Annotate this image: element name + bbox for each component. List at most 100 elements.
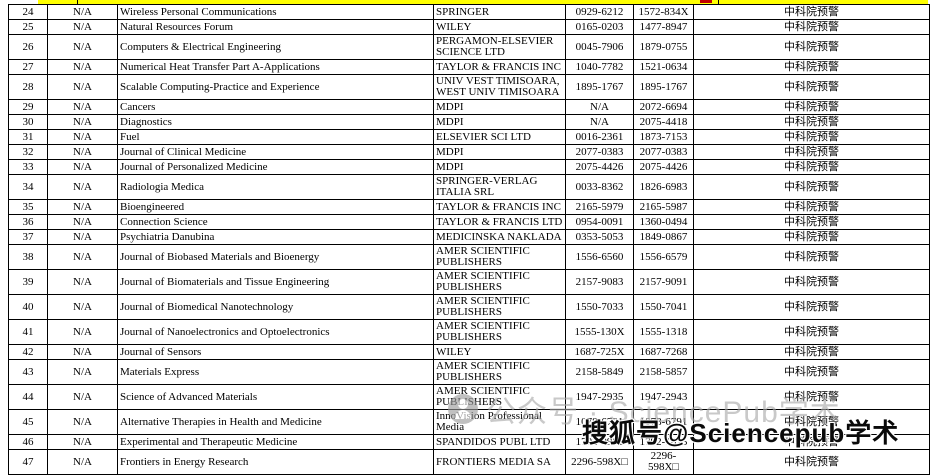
- issn-print: 1078-6791: [565, 409, 634, 435]
- issn-online: 1550-7041: [633, 294, 694, 320]
- issn-print: 0045-7906: [565, 34, 634, 60]
- publisher: MDPI: [433, 99, 566, 115]
- issn-online: 1572-834X: [633, 4, 694, 20]
- publisher: ELSEVIER SCI LTD: [433, 129, 566, 145]
- value-cell: N/A: [47, 19, 118, 35]
- warning-label: 中科院预警: [693, 74, 930, 100]
- journal-title: Fuel: [117, 129, 434, 145]
- issn-print: 0929-6212: [565, 4, 634, 20]
- issn-print: N/A: [565, 99, 634, 115]
- issn-print: N/A: [565, 114, 634, 130]
- journal-title: Cancers: [117, 99, 434, 115]
- issn-print: 1040-7782: [565, 59, 634, 75]
- warning-label: 中科院预警: [693, 319, 930, 345]
- publisher: AMER SCIENTIFIC PUBLISHERS: [433, 244, 566, 270]
- journal-table-body: 24 N/A Wireless Personal Communications SPR…: [8, 4, 930, 475]
- journal-title: Natural Resources Forum: [117, 19, 434, 35]
- publisher: TAYLOR & FRANCIS INC: [433, 59, 566, 75]
- publisher: InnoVision Professional Media: [433, 409, 566, 435]
- value-cell: N/A: [47, 319, 118, 345]
- issn-online: 2157-9091: [633, 269, 694, 295]
- issn-online: 2072-6694: [633, 99, 694, 115]
- journal-title: Journal of Personalized Medicine: [117, 159, 434, 175]
- issn-online: 1792-1015: [633, 434, 694, 450]
- value-cell: N/A: [47, 244, 118, 270]
- issn-online: 2075-4426: [633, 159, 694, 175]
- issn-online: 1895-1767: [633, 74, 694, 100]
- row-number: 37: [8, 229, 48, 245]
- value-cell: N/A: [47, 199, 118, 215]
- issn-print: 0033-8362: [565, 174, 634, 200]
- publisher: MEDICINSKA NAKLADA: [433, 229, 566, 245]
- issn-print: 2296-598X□: [565, 449, 634, 475]
- warning-label: 中科院预警: [693, 214, 930, 230]
- row-number: 42: [8, 344, 48, 360]
- publisher: SPRINGER: [433, 4, 566, 20]
- column-divider-tick: [718, 0, 719, 4]
- table-row: 28 N/A Scalable Computing-Practice and Exp…: [8, 74, 930, 100]
- journal-title: Science of Advanced Materials: [117, 384, 434, 410]
- issn-print: 1792-0981: [565, 434, 634, 450]
- value-cell: N/A: [47, 294, 118, 320]
- issn-online: 1849-0867: [633, 229, 694, 245]
- issn-online: 1687-7268: [633, 344, 694, 360]
- value-cell: N/A: [47, 114, 118, 130]
- issn-print: 1555-130X: [565, 319, 634, 345]
- table-row: 27 N/A Numerical Heat Transfer Part A-Appl…: [8, 59, 930, 75]
- row-number: 33: [8, 159, 48, 175]
- row-number: 43: [8, 359, 48, 385]
- publisher: SPRINGER-VERLAG ITALIA SRL: [433, 174, 566, 200]
- issn-online: 2296-598X□: [633, 449, 694, 475]
- issn-print: 2165-5979: [565, 199, 634, 215]
- row-number: 46: [8, 434, 48, 450]
- warning-label: 中科院预警: [693, 19, 930, 35]
- journal-title: Computers & Electrical Engineering: [117, 34, 434, 60]
- journal-title: Radiologia Medica: [117, 174, 434, 200]
- row-number: 47: [8, 449, 48, 475]
- table-row: 31 N/A Fuel ELSEVIER SCI LTD 0016-2361 1873-7…: [8, 129, 930, 145]
- journal-title: Materials Express: [117, 359, 434, 385]
- table-row: 42 N/A Journal of Sensors WILEY 1687-725X 168…: [8, 344, 930, 360]
- warning-label: 中科院预警: [693, 229, 930, 245]
- publisher: MDPI: [433, 159, 566, 175]
- table-row: 35 N/A Bioengineered TAYLOR & FRANCIS INC 21…: [8, 199, 930, 215]
- issn-print: 1687-725X: [565, 344, 634, 360]
- table-row: 46 N/A Experimental and Therapeutic Medici…: [8, 434, 930, 450]
- journal-title: Connection Science: [117, 214, 434, 230]
- row-number: 25: [8, 19, 48, 35]
- table-row: 25 N/A Natural Resources Forum WILEY 0165-02…: [8, 19, 930, 35]
- row-number: 26: [8, 34, 48, 60]
- row-number: 24: [8, 4, 48, 20]
- row-number: 30: [8, 114, 48, 130]
- warning-label: 中科院预警: [693, 144, 930, 160]
- warning-label: 中科院预警: [693, 244, 930, 270]
- publisher: AMER SCIENTIFIC PUBLISHERS: [433, 294, 566, 320]
- publisher: TAYLOR & FRANCIS INC: [433, 199, 566, 215]
- journal-title: Experimental and Therapeutic Medicine: [117, 434, 434, 450]
- issn-online: 1521-0634: [633, 59, 694, 75]
- warning-label: 中科院预警: [693, 99, 930, 115]
- warning-label: 中科院预警: [693, 384, 930, 410]
- issn-online: 1477-8947: [633, 19, 694, 35]
- table-row: 40 N/A Journal of Biomedical Nanotechnolog…: [8, 294, 930, 320]
- publisher: MDPI: [433, 144, 566, 160]
- table-row: 43 N/A Materials Express AMER SCIENTIFIC PU…: [8, 359, 930, 385]
- journal-title: Journal of Clinical Medicine: [117, 144, 434, 160]
- issn-online: 1947-2943: [633, 384, 694, 410]
- journal-title: Journal of Biomaterials and Tissue Engin…: [117, 269, 434, 295]
- publisher: AMER SCIENTIFIC PUBLISHERS: [433, 384, 566, 410]
- row-number: 39: [8, 269, 48, 295]
- issn-print: 1947-2935: [565, 384, 634, 410]
- issn-print: 0016-2361: [565, 129, 634, 145]
- row-number: 38: [8, 244, 48, 270]
- issn-online: 1556-6579: [633, 244, 694, 270]
- row-number: 31: [8, 129, 48, 145]
- row-number: 29: [8, 99, 48, 115]
- row-number: 35: [8, 199, 48, 215]
- warning-label: 中科院预警: [693, 344, 930, 360]
- previous-row-highlight-strip: [38, 0, 928, 4]
- issn-online: 2165-5987: [633, 199, 694, 215]
- value-cell: N/A: [47, 4, 118, 20]
- issn-print: 0954-0091: [565, 214, 634, 230]
- table-row: 24 N/A Wireless Personal Communications SPR…: [8, 4, 930, 20]
